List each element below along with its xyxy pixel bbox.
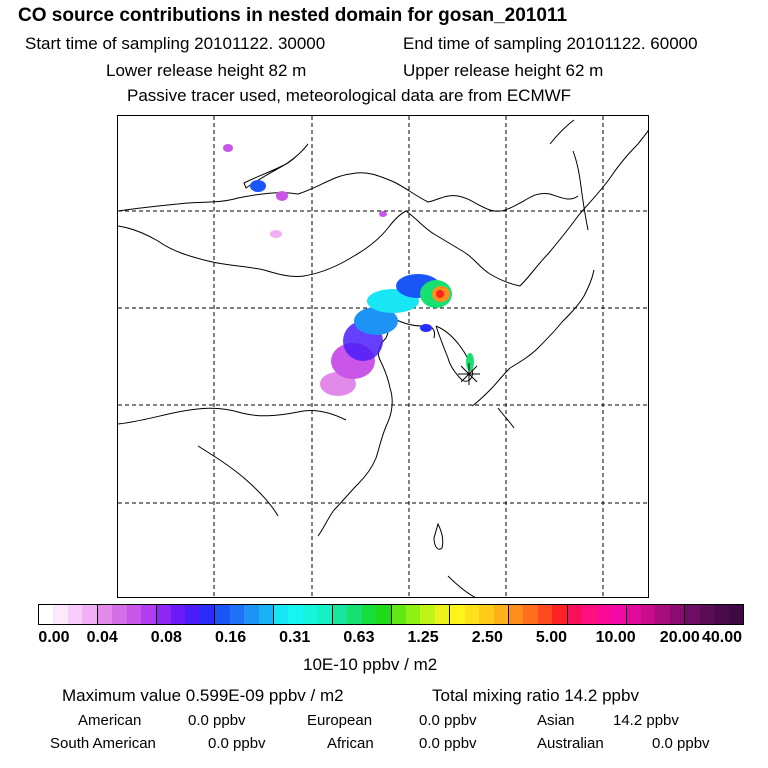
region-label: African [327,735,374,752]
plume-field [223,144,474,396]
colorbar-segment [112,605,127,624]
map-canvas [118,116,648,597]
colorbar-segment [53,605,68,624]
colorbar-segment [97,605,113,624]
colorbar-segment [229,605,245,624]
colorbar-segment [274,605,289,624]
graticule [118,116,648,597]
region-label: Asian [537,712,575,729]
colorbar-segment [434,605,451,624]
colorbar-segment [567,605,583,624]
colorbar-segment [82,605,98,624]
region-value: 0.0 ppbv [419,735,477,752]
region-label: European [307,712,373,729]
colorbar-segment [611,605,627,624]
colorbar-tick-label: 0.16 [214,629,247,646]
colorbar-segment [361,605,377,624]
colorbar-segment [141,605,157,624]
colorbar-segment [728,605,743,624]
colorbar-segment [347,605,362,624]
colorbar-segment [640,605,656,624]
region-label: South American [50,735,156,752]
colorbar-segment [405,605,421,624]
colorbar-tick-label: 0.31 [279,629,311,646]
colorbar-segment [523,605,538,624]
colorbar-tick-label: 0.04 [86,629,118,646]
lower-release-height: Lower release height 82 m [106,61,307,80]
colorbar-tick-label: 5.00 [535,629,568,646]
colorbar-tick-label: 0.08 [150,629,182,646]
colorbar-segment [288,605,303,624]
colorbar-tick-label: 0.00 [38,629,70,646]
colorbar-segment [156,605,171,624]
colorbar-segment [714,605,729,624]
colorbar-segment [669,605,686,624]
site-marker-icon [458,363,480,385]
colorbar-segment [450,605,465,624]
total-mixing-ratio: Total mixing ratio 14.2 ppbv [432,686,639,705]
colorbar-segment [626,605,641,624]
colorbar-segment [420,605,435,624]
start-time: Start time of sampling 20101122. 30000 [25,34,326,53]
coastlines [118,119,648,597]
colorbar-tick-label: 2.50 [471,629,503,646]
colorbar-segment [126,605,142,624]
colorbar-segment [479,605,494,624]
colorbar-tick-label: 20.00 [659,629,700,646]
colorbar-segment [258,605,274,624]
colorbar-segment [170,605,186,624]
colorbar-segment [185,605,200,624]
end-time: End time of sampling 20101122. 60000 [403,34,698,53]
region-label: Australian [537,735,604,752]
region-value: 0.0 ppbv [188,712,246,729]
colorbar-segment [509,605,524,624]
colorbar-segment [302,605,318,624]
colorbar-segment [215,605,230,624]
colorbar-segment [317,605,333,624]
colorbar-segment [655,605,670,624]
region-value: 14.2 ppbv [613,712,679,729]
colorbar-segment [699,605,715,624]
colorbar-unit: 10E-10 ppbv / m2 [303,655,438,674]
colorbar-segment [391,605,406,624]
region-value: 0.0 ppbv [419,712,477,729]
colorbar-segment [493,605,509,624]
map-title: CO source contributions in nested domain… [18,5,568,26]
max-value: Maximum value 0.599E-09 ppbv / m2 [62,686,344,705]
map-panel [117,115,649,598]
colorbar-tick-label: 10.00 [595,629,636,646]
colorbar-segment [244,605,259,624]
upper-release-height: Upper release height 62 m [403,61,604,80]
colorbar-segment [537,605,553,624]
colorbar-segment [376,605,392,624]
colorbar-segment [596,605,612,624]
region-value: 0.0 ppbv [652,735,710,752]
colorbar-tick-label: 40.00 [701,629,743,646]
colorbar-segment [199,605,216,624]
colorbar-segment [332,605,348,624]
colorbar-segment [552,605,568,624]
colorbar-segment [39,605,54,624]
region-label: American [78,712,142,729]
colorbar-tick-label: 1.25 [407,629,439,646]
region-value: 0.0 ppbv [208,735,266,752]
colorbar [38,604,744,625]
colorbar-segment [464,605,480,624]
colorbar-segment [67,605,83,624]
colorbar-segment [685,605,700,624]
colorbar-segment [582,605,597,624]
colorbar-tick-label: 0.63 [343,629,375,646]
tracer-note: Passive tracer used, meteorological data… [127,86,572,105]
